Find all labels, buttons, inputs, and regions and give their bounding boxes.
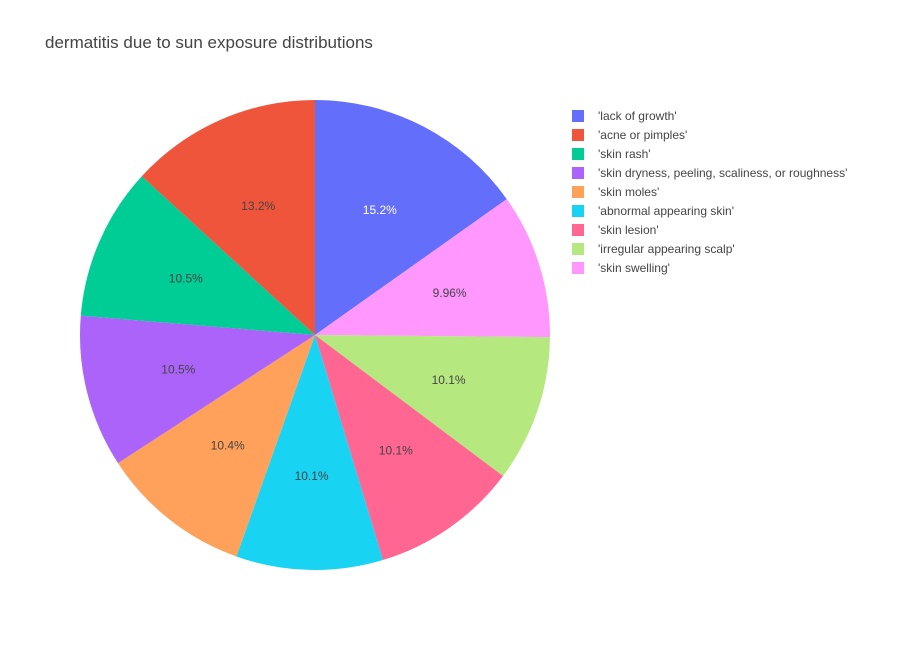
legend-label: 'skin lesion' [598, 222, 659, 237]
legend-item[interactable]: 'skin lesion' [572, 220, 847, 239]
slice-percent-label: 10.5% [161, 363, 195, 377]
slice-percent-label: 15.2% [363, 203, 397, 217]
legend-item[interactable]: 'lack of growth' [572, 106, 847, 125]
legend-swatch [572, 166, 584, 179]
legend-swatch [572, 147, 584, 160]
slice-percent-label: 10.1% [432, 373, 466, 387]
pie-slice[interactable] [315, 100, 507, 335]
legend-swatch [572, 128, 584, 141]
legend-label: 'acne or pimples' [598, 127, 688, 142]
slice-percent-label: 9.96% [433, 286, 467, 300]
legend-label: 'skin rash' [598, 146, 651, 161]
pie-slice[interactable] [141, 100, 315, 335]
legend-label: 'skin moles' [598, 184, 660, 199]
legend-swatch [572, 261, 584, 274]
legend-swatch [572, 223, 584, 236]
slice-percent-label: 10.5% [169, 272, 203, 286]
legend-label: 'abnormal appearing skin' [598, 203, 734, 218]
pie-slice[interactable] [315, 335, 550, 476]
legend-item[interactable]: 'skin dryness, peeling, scaliness, or ro… [572, 163, 847, 182]
legend-label: 'lack of growth' [598, 108, 677, 123]
pie-slice[interactable] [315, 335, 504, 560]
legend-item[interactable]: 'abnormal appearing skin' [572, 201, 847, 220]
legend-label: 'skin swelling' [598, 260, 670, 275]
legend-item[interactable]: 'skin rash' [572, 144, 847, 163]
legend-swatch [572, 109, 584, 122]
slice-percent-label: 10.4% [211, 439, 245, 453]
legend-item[interactable]: 'irregular appearing scalp' [572, 239, 847, 258]
pie-slice[interactable] [236, 335, 383, 570]
chart-legend: 'lack of growth' 'acne or pimples' 'skin r… [572, 106, 847, 277]
slice-percent-label: 10.1% [379, 444, 413, 458]
slice-percent-label: 10.1% [295, 469, 329, 483]
legend-swatch [572, 242, 584, 255]
legend-item[interactable]: 'acne or pimples' [572, 125, 847, 144]
legend-item[interactable]: 'skin moles' [572, 182, 847, 201]
pie-slice[interactable] [80, 176, 315, 335]
legend-swatch [572, 204, 584, 217]
legend-swatch [572, 185, 584, 198]
legend-label: 'skin dryness, peeling, scaliness, or ro… [598, 165, 848, 180]
chart-title: dermatitis due to sun exposure distribut… [45, 33, 373, 52]
pie-slice[interactable] [118, 335, 316, 557]
legend-label: 'irregular appearing scalp' [598, 241, 735, 256]
pie-slice[interactable] [79, 315, 315, 464]
pie-slice[interactable] [315, 199, 550, 338]
slice-percent-label: 13.2% [241, 199, 275, 213]
legend-item[interactable]: 'skin swelling' [572, 258, 847, 277]
